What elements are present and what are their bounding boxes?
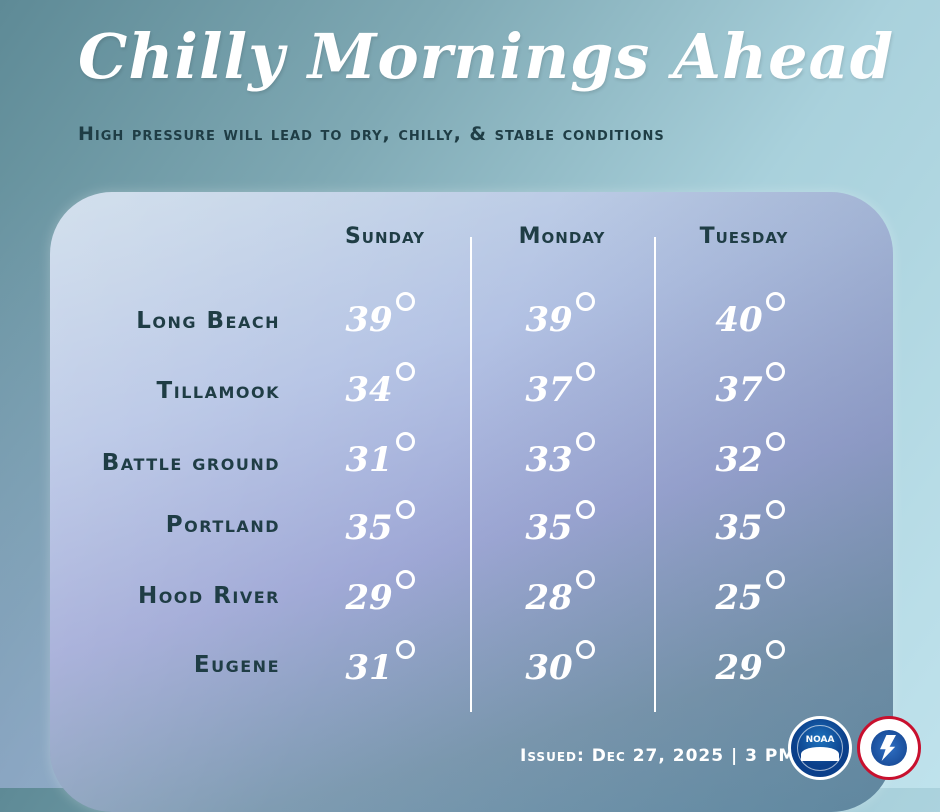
degree-icon bbox=[395, 292, 415, 311]
temp-cell: 29 bbox=[320, 570, 440, 618]
day-header-sunday: Sunday bbox=[344, 224, 426, 249]
city-label: Long Beach bbox=[136, 308, 280, 334]
issued-timestamp: Issued: Dec 27, 2025 | 3 PM bbox=[520, 746, 797, 766]
column-divider-2 bbox=[654, 237, 656, 712]
degree-icon bbox=[575, 500, 595, 519]
temp-cell: 29 bbox=[690, 640, 810, 688]
noaa-ring bbox=[797, 725, 843, 771]
temp-cell: 31 bbox=[320, 432, 440, 480]
temp-cell: 28 bbox=[500, 570, 620, 618]
temp-cell: 35 bbox=[500, 500, 620, 548]
degree-icon bbox=[765, 292, 785, 311]
temp-cell: 39 bbox=[320, 292, 440, 340]
temp-cell: 40 bbox=[690, 292, 810, 340]
temp-cell: 33 bbox=[500, 432, 620, 480]
noaa-logo: NOAA bbox=[788, 716, 852, 780]
degree-icon bbox=[765, 570, 785, 589]
degree-icon bbox=[395, 500, 415, 519]
page-title: Chilly Mornings Ahead bbox=[78, 20, 895, 93]
degree-icon bbox=[575, 362, 595, 381]
degree-icon bbox=[395, 432, 415, 451]
degree-icon bbox=[395, 362, 415, 381]
noaa-bird-icon bbox=[801, 747, 839, 761]
degree-icon bbox=[765, 640, 785, 659]
noaa-label: NOAA bbox=[805, 735, 835, 745]
city-label: Eugene bbox=[193, 652, 280, 678]
degree-icon bbox=[395, 570, 415, 589]
temp-cell: 25 bbox=[690, 570, 810, 618]
degree-icon bbox=[575, 292, 595, 311]
temp-cell: 37 bbox=[500, 362, 620, 410]
temp-cell: 32 bbox=[690, 432, 810, 480]
city-label: Tillamook bbox=[156, 378, 280, 404]
degree-icon bbox=[575, 432, 595, 451]
temp-cell: 37 bbox=[690, 362, 810, 410]
nws-logo bbox=[857, 716, 921, 780]
degree-icon bbox=[765, 500, 785, 519]
degree-icon bbox=[395, 640, 415, 659]
temp-cell: 35 bbox=[320, 500, 440, 548]
degree-icon bbox=[765, 362, 785, 381]
city-label: Portland bbox=[165, 512, 280, 538]
page-subtitle: High pressure will lead to dry, chilly, … bbox=[78, 123, 665, 145]
temp-cell: 31 bbox=[320, 640, 440, 688]
city-label: Hood River bbox=[137, 583, 280, 609]
city-label: Battle ground bbox=[101, 450, 280, 476]
degree-icon bbox=[765, 432, 785, 451]
day-header-monday: Monday bbox=[518, 224, 606, 249]
temp-cell: 30 bbox=[500, 640, 620, 688]
temp-cell: 39 bbox=[500, 292, 620, 340]
day-header-tuesday: Tuesday bbox=[699, 224, 789, 249]
temp-cell: 35 bbox=[690, 500, 810, 548]
degree-icon bbox=[575, 570, 595, 589]
column-divider-1 bbox=[470, 237, 472, 712]
temp-cell: 34 bbox=[320, 362, 440, 410]
degree-icon bbox=[575, 640, 595, 659]
